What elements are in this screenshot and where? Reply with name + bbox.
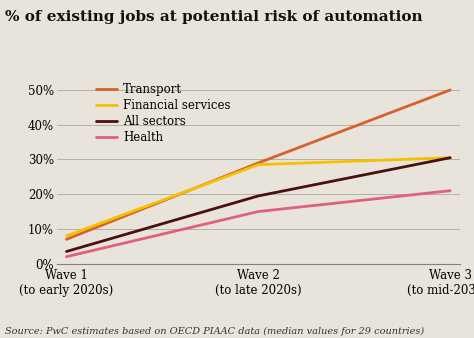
Text: % of existing jobs at potential risk of automation: % of existing jobs at potential risk of … xyxy=(5,10,422,24)
Line: Transport: Transport xyxy=(66,90,450,239)
Line: Health: Health xyxy=(66,191,450,257)
All sectors xyxy=(64,249,69,254)
Line: Financial services: Financial services xyxy=(66,158,450,236)
Health xyxy=(64,255,69,259)
Legend: Transport, Financial services, All sectors, Health: Transport, Financial services, All secto… xyxy=(91,79,236,149)
Transport xyxy=(447,88,453,92)
Financial services xyxy=(447,156,453,160)
Transport xyxy=(255,161,261,165)
Financial services xyxy=(255,163,261,167)
Transport xyxy=(64,237,69,241)
All sectors xyxy=(447,156,453,160)
All sectors xyxy=(255,194,261,198)
Financial services xyxy=(64,234,69,238)
Health xyxy=(255,210,261,214)
Health xyxy=(447,189,453,193)
Line: All sectors: All sectors xyxy=(66,158,450,251)
Text: Source: PwC estimates based on OECD PIAAC data (median values for 29 countries): Source: PwC estimates based on OECD PIAA… xyxy=(5,327,424,336)
